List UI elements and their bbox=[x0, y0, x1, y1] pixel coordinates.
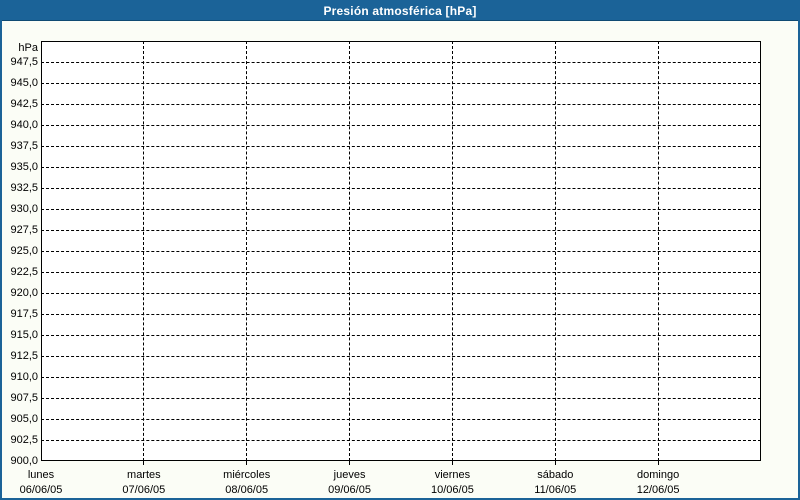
v-gridline bbox=[657, 41, 659, 461]
v-gridline bbox=[554, 41, 556, 461]
x-tick-date: 10/06/05 bbox=[431, 484, 474, 496]
x-tick-label: sábado 11/06/05 bbox=[503, 468, 607, 498]
chart-title-bar: Presión atmosférica [hPa] bbox=[2, 2, 798, 21]
h-gridline bbox=[41, 124, 761, 126]
x-tick-day-name: lunes bbox=[27, 469, 55, 481]
y-tick-label: 920,0 bbox=[10, 286, 38, 299]
y-tick-label: 900,0 bbox=[10, 454, 38, 467]
y-tick-label: 930,0 bbox=[10, 202, 38, 215]
v-gridline bbox=[246, 41, 248, 461]
h-gridline bbox=[41, 439, 761, 441]
y-tick-label: 922,5 bbox=[10, 265, 38, 278]
y-tick-label: 937,5 bbox=[10, 139, 38, 152]
h-gridline bbox=[41, 376, 761, 378]
y-tick-label: 917,5 bbox=[10, 307, 38, 320]
y-tick-label: 942,5 bbox=[10, 97, 38, 110]
y-tick-label: 940,0 bbox=[10, 118, 38, 131]
h-gridline bbox=[41, 418, 761, 420]
h-gridline bbox=[41, 334, 761, 336]
x-tick-label: jueves 09/06/05 bbox=[298, 468, 402, 498]
x-tick-date: 07/06/05 bbox=[122, 484, 166, 496]
h-gridline bbox=[41, 208, 761, 210]
v-gridline bbox=[143, 41, 145, 461]
h-gridline bbox=[41, 166, 761, 168]
h-gridline bbox=[41, 187, 761, 189]
x-tick-date: 06/06/05 bbox=[19, 484, 63, 496]
y-tick-label: 945,0 bbox=[10, 76, 38, 89]
y-axis-unit-label: hPa bbox=[18, 42, 38, 54]
y-tick-label: 905,0 bbox=[10, 412, 38, 425]
h-gridline bbox=[41, 250, 761, 252]
x-axis-tick bbox=[246, 461, 248, 465]
y-tick-label: 910,0 bbox=[10, 370, 38, 383]
h-gridline bbox=[41, 271, 761, 273]
y-tick-label: 915,0 bbox=[10, 328, 38, 341]
h-gridline bbox=[41, 82, 761, 84]
x-tick-day-name: sábado bbox=[537, 469, 574, 481]
y-tick-label: 925,0 bbox=[10, 244, 38, 257]
x-tick-date: 12/06/05 bbox=[636, 484, 680, 496]
x-tick-label: lunes 06/06/05 bbox=[2, 468, 93, 498]
y-tick-label: 912,5 bbox=[10, 349, 38, 362]
x-tick-day-name: domingo bbox=[637, 469, 680, 481]
h-gridline bbox=[41, 145, 761, 147]
x-axis-tick bbox=[349, 461, 351, 465]
x-axis-tick bbox=[143, 461, 145, 465]
h-gridline bbox=[41, 313, 761, 315]
y-tick-label: 932,5 bbox=[10, 181, 38, 194]
h-gridline bbox=[41, 355, 761, 357]
y-tick-label: 907,5 bbox=[10, 391, 38, 404]
x-tick-date: 08/06/05 bbox=[225, 484, 269, 496]
y-tick-label: 947,5 bbox=[10, 55, 38, 68]
v-gridline bbox=[349, 41, 351, 461]
x-tick-day-name: martes bbox=[127, 469, 161, 481]
x-tick-label: domingo 12/06/05 bbox=[606, 468, 710, 498]
h-gridline bbox=[41, 61, 761, 63]
x-axis-tick bbox=[451, 461, 453, 465]
x-tick-date: 09/06/05 bbox=[328, 484, 371, 496]
y-tick-label: 927,5 bbox=[10, 223, 38, 236]
v-gridline bbox=[451, 41, 453, 461]
chart-title: Presión atmosférica [hPa] bbox=[323, 4, 477, 18]
x-tick-label: viernes 10/06/05 bbox=[400, 468, 504, 498]
h-gridline bbox=[41, 292, 761, 294]
x-axis-tick bbox=[554, 461, 556, 465]
x-tick-label: miércoles 08/06/05 bbox=[195, 468, 299, 498]
x-axis-tick bbox=[657, 461, 659, 465]
x-tick-day-name: viernes bbox=[434, 469, 471, 481]
x-tick-day-name: jueves bbox=[333, 469, 366, 481]
y-tick-label: 902,5 bbox=[10, 433, 38, 446]
h-gridline bbox=[41, 103, 761, 105]
x-tick-label: martes 07/06/05 bbox=[92, 468, 196, 498]
x-tick-day-name: miércoles bbox=[223, 469, 271, 481]
h-gridline bbox=[41, 229, 761, 231]
y-tick-label: 935,0 bbox=[10, 160, 38, 173]
x-tick-date: 11/06/05 bbox=[534, 484, 577, 496]
h-gridline bbox=[41, 397, 761, 399]
